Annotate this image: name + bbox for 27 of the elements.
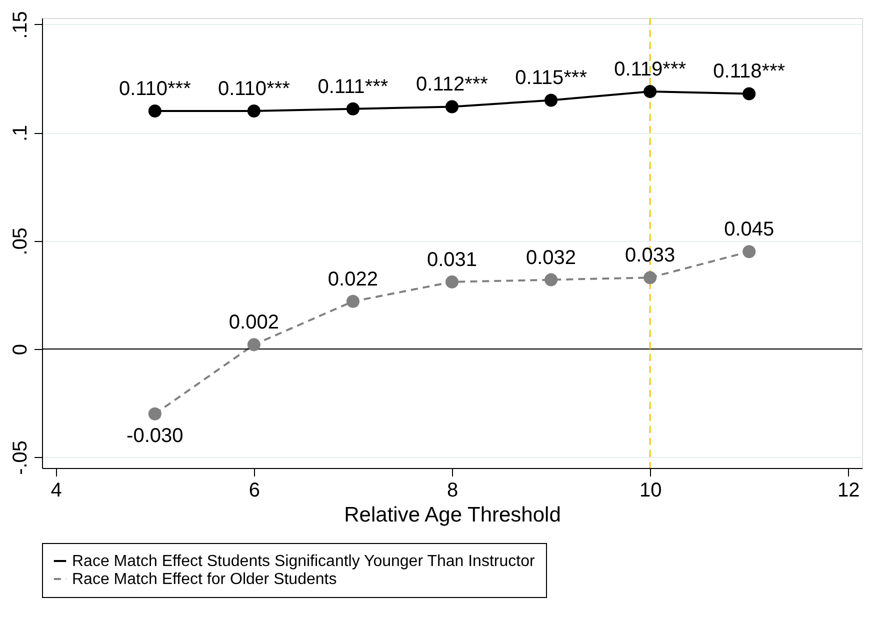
data-label: 0.002 — [228, 312, 279, 334]
legend-label: Race Match Effect Students Significantly Younger Than Instructor — [72, 553, 536, 570]
y-tick-label: .05 — [10, 227, 32, 256]
x-tick-label: 12 — [838, 480, 860, 502]
data-label: 0.111*** — [318, 76, 388, 98]
data-label: 0.032 — [526, 246, 576, 269]
x-tick-label: 10 — [639, 480, 662, 502]
data-label: 0.115*** — [515, 67, 588, 90]
data-label: 0.118*** — [713, 60, 786, 83]
data-label: 0.022 — [328, 268, 378, 290]
data-label: 0.110*** — [218, 78, 290, 100]
data-label: -0.030 — [126, 424, 184, 447]
data-label: 0.031 — [426, 248, 478, 271]
data-label: 0.045 — [724, 218, 774, 241]
y-tick-label: .15 — [10, 11, 32, 39]
y-tick-label: 0 — [10, 344, 32, 356]
x-tick-label: 4 — [50, 480, 62, 502]
y-tick-label: -.05 — [10, 440, 32, 475]
x-axis-title: Relative Age Threshold — [344, 504, 561, 526]
data-label: 0.033 — [625, 244, 676, 267]
x-tick-label: 6 — [248, 480, 260, 502]
data-label: 0.112*** — [416, 74, 488, 96]
data-label: 0.110*** — [118, 78, 192, 100]
y-tick-label: .1 — [10, 124, 32, 142]
data-label: 0.119*** — [614, 58, 686, 81]
x-tick-label: 8 — [446, 480, 458, 502]
legend-label: Race Match Effect for Older Students — [72, 571, 337, 588]
